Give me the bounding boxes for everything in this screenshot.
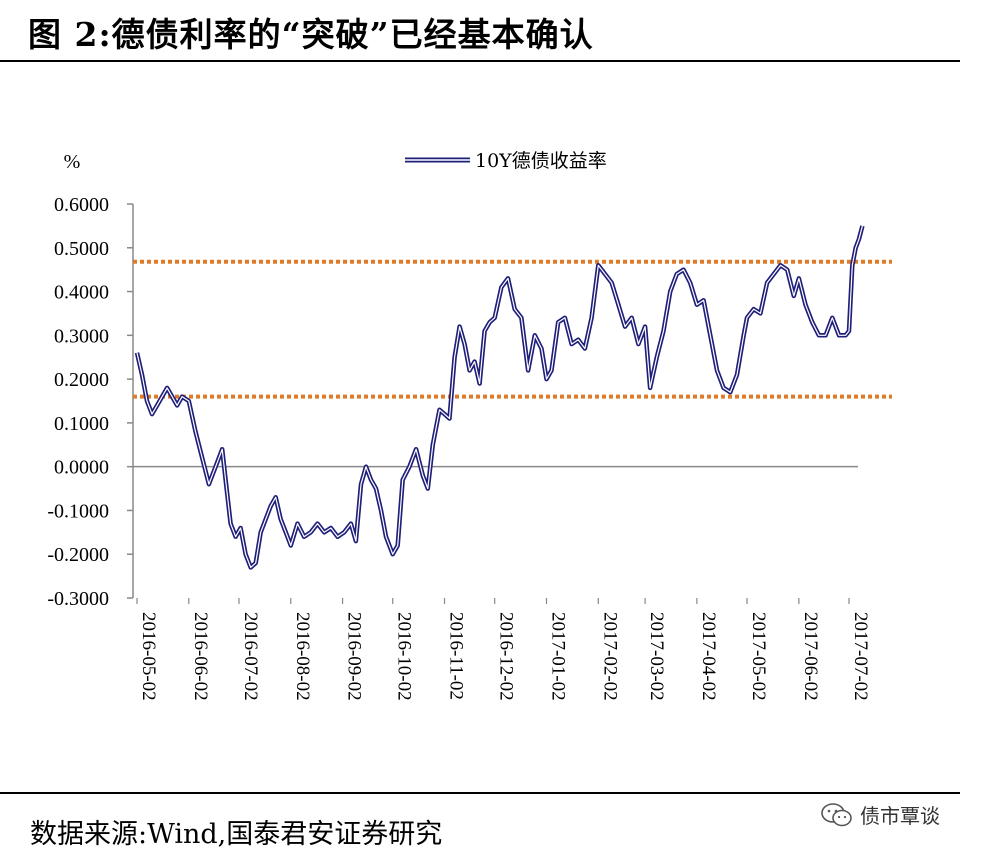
y-tick-label: 0.4000: [54, 282, 109, 304]
top-rule: [0, 60, 960, 62]
x-tick-label: 2016-09-02: [344, 612, 365, 701]
y-tick-label: -0.1000: [47, 500, 109, 522]
series-layer: [134, 225, 865, 570]
y-tick-label: -0.2000: [47, 544, 109, 566]
x-tick-label: 2016-05-02: [138, 612, 159, 701]
figure-title: 图 2:德债利率的“突破”已经基本确认: [28, 15, 594, 54]
x-tick-label: 2017-02-02: [599, 612, 620, 701]
y-tick-label: 0.0000: [54, 457, 109, 479]
x-tick-label: 2017-01-02: [547, 612, 568, 701]
x-axis: 2016-05-02 2016-06-02 2016-07-02 2016-08-02…: [136, 598, 871, 701]
y-axis-unit: %: [64, 151, 81, 173]
reference-lines: [133, 259, 892, 399]
x-tick-label: 2017-04-02: [698, 612, 719, 701]
watermark: 债市覃谈: [820, 800, 940, 829]
watermark-text: 债市覃谈: [860, 804, 940, 828]
yield-chart: % 10Y德债收益率 0.6000 0.5000 0.4000 0.3000 0.200…: [47, 150, 892, 701]
legend: 10Y德债收益率: [405, 150, 607, 172]
x-tick-label: 2016-12-02: [496, 612, 517, 701]
x-tick-label: 2017-05-02: [748, 612, 769, 701]
x-tick-label: 2016-06-02: [190, 612, 211, 701]
x-tick-label: 2016-07-02: [240, 612, 261, 701]
wechat-icon: [821, 802, 852, 826]
y-tick-label: 0.6000: [54, 194, 109, 216]
bottom-rule: [0, 792, 960, 794]
x-tick-label: 2016-11-02: [446, 612, 467, 700]
legend-label: 10Y德债收益率: [475, 150, 607, 172]
y-tick-label: 0.2000: [54, 369, 109, 391]
x-tick-label: 2017-07-02: [850, 612, 871, 701]
y-tick-label: 0.5000: [54, 238, 109, 260]
y-tick-label: -0.3000: [47, 588, 109, 610]
x-tick-label: 2017-06-02: [800, 612, 821, 701]
y-axis: 0.6000 0.5000 0.4000 0.3000 0.2000 0.1000 0.00…: [47, 194, 133, 610]
x-tick-label: 2016-10-02: [394, 612, 415, 701]
source-note: 数据来源:Wind,国泰君安证券研究: [30, 819, 443, 850]
series-line-inner: [136, 225, 863, 569]
x-tick-label: 2017-03-02: [646, 612, 667, 701]
y-tick-label: 0.1000: [54, 413, 109, 435]
x-tick-label: 2016-08-02: [292, 612, 313, 701]
y-tick-label: 0.3000: [54, 325, 109, 347]
